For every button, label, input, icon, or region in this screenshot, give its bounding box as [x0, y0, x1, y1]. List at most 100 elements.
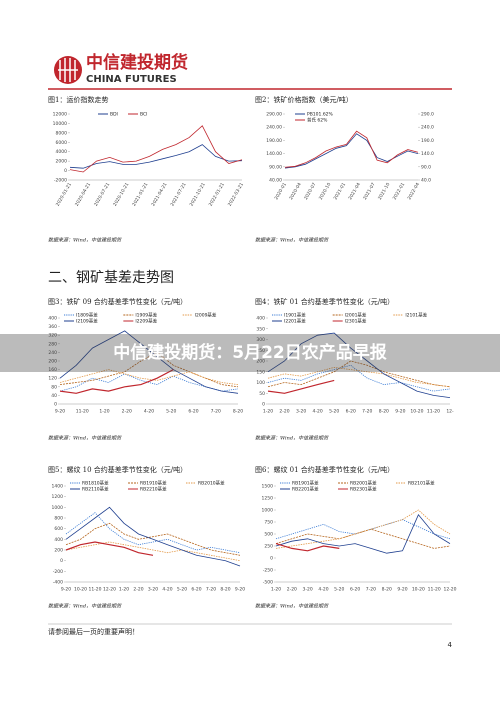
- legend-label: I2109基差: [76, 318, 98, 325]
- x-tick-label: 3-20: [296, 409, 306, 415]
- y-tick-label: 120: [48, 376, 57, 382]
- y-tick-label: 300: [256, 337, 265, 343]
- legend-label: I1809基差: [76, 312, 98, 319]
- x-tick-label: 1-20: [119, 587, 129, 593]
- y-tick-label: 400: [54, 537, 63, 543]
- x-tick-label: 10-20: [410, 409, 423, 415]
- x-tick-label: 1-20: [263, 409, 273, 415]
- series-line: [69, 144, 243, 169]
- y-tick-label: 0: [270, 556, 273, 562]
- series-line: [267, 332, 451, 398]
- x-tick-label: 5-20: [177, 587, 187, 593]
- legend-label: RB2210基差: [140, 486, 167, 493]
- x-tick-label: 9-20: [61, 587, 71, 593]
- y-tick-label: 290.0: [421, 112, 434, 118]
- y-tick-label: 40: [51, 393, 57, 399]
- x-tick-label: 2-20: [279, 409, 289, 415]
- y-tick-label: 100: [256, 380, 265, 386]
- y-tick-label: -400: [53, 580, 63, 586]
- y-tick-label: 500: [264, 532, 273, 538]
- y-tick-label: 1250: [262, 496, 274, 502]
- y-tick-label: 200: [48, 359, 57, 365]
- x-tick-label: 11-20: [76, 409, 89, 415]
- series-line: [65, 506, 241, 567]
- series-line: [284, 133, 419, 169]
- section-heading: 二、钢矿基差走势图: [48, 269, 174, 286]
- legend-label: RB2110基差: [82, 486, 109, 493]
- x-tick-label: 11-20: [428, 587, 441, 593]
- y-tick-label: 90.00: [269, 164, 282, 170]
- y-tick-label: 400: [48, 316, 57, 322]
- y-tick-label: -2000: [54, 178, 67, 184]
- x-tick-label: 6-20: [346, 409, 356, 415]
- series-line: [65, 522, 241, 556]
- x-tick-label: 12-: [446, 409, 454, 415]
- logo: [54, 56, 82, 84]
- legend-label: RB2301基差: [350, 486, 377, 493]
- x-tick-label: 10-20: [412, 587, 425, 593]
- series-line: [65, 541, 154, 556]
- footer-notice: 请参阅最后一页的重要声明！: [48, 627, 139, 636]
- y-tick-label: 0: [54, 402, 57, 408]
- y-tick-label: 140.00: [266, 151, 282, 157]
- y-tick-label: 80: [51, 384, 57, 390]
- legend-label: I1909基差: [135, 312, 157, 319]
- y-tick-label: 1000: [262, 508, 274, 514]
- figure-title: 图2：铁矿价格指数（美元/吨）: [255, 95, 353, 104]
- y-tick-label: 10000: [53, 121, 67, 127]
- y-tick-label: 350: [256, 326, 265, 332]
- x-tick-label: 9-20: [235, 587, 245, 593]
- y-tick-label: 200: [54, 548, 63, 554]
- series-line: [267, 366, 451, 388]
- series-line: [59, 369, 174, 394]
- y-tick-label: 150: [256, 369, 265, 375]
- overlay-title: 中信建投期货：5月22日农产品早报: [113, 342, 387, 363]
- company-name-en: CHINA FUTURES: [86, 74, 177, 85]
- series-line: [275, 528, 451, 549]
- legend-label: RB2001基差: [350, 480, 377, 487]
- x-tick-label: 7-20: [211, 409, 221, 415]
- y-tick-label: 190.0: [421, 138, 434, 144]
- series-line: [59, 369, 239, 385]
- series-line: [65, 512, 241, 554]
- x-tick-label: 12-20: [103, 587, 116, 593]
- x-tick-label: 8-20: [233, 409, 243, 415]
- legend-label: I2101基差: [405, 312, 427, 319]
- legend-label: RB1910基差: [140, 480, 167, 487]
- legend-label: RB1901基差: [292, 480, 319, 487]
- x-tick-label: 3-20: [148, 587, 158, 593]
- y-tick-label: 1200: [52, 494, 64, 500]
- x-tick-label: 8-20: [382, 587, 392, 593]
- figure-title: 图1：运价指数走势: [48, 95, 108, 104]
- y-tick-label: 40.00: [269, 178, 282, 184]
- x-tick-label: 4-20: [144, 409, 154, 415]
- figure-title: 图4：铁矿 01 合约基差季节性变化（元/吨）: [255, 297, 394, 306]
- series-line: [284, 130, 419, 168]
- y-tick-label: 250: [256, 348, 265, 354]
- x-tick-label: 1-20: [271, 587, 281, 593]
- x-tick-label: 7-20: [206, 587, 216, 593]
- x-tick-label: 6-20: [188, 409, 198, 415]
- y-tick-label: 6000: [56, 140, 68, 146]
- x-tick-label: 10-20: [74, 587, 87, 593]
- y-tick-label: 140.0: [421, 151, 434, 157]
- series-line: [267, 364, 451, 392]
- x-tick-label: 4-20: [318, 587, 328, 593]
- company-name: 中信建投期货: [86, 52, 188, 73]
- y-tick-label: 320: [48, 333, 57, 339]
- y-tick-label: 800: [54, 516, 63, 522]
- y-tick-label: 1400: [52, 484, 64, 490]
- legend-label: I2209基差: [135, 318, 157, 325]
- x-tick-label: 7-20: [362, 409, 372, 415]
- x-tick-label: 3-20: [303, 587, 313, 593]
- legend-label: RB2101基差: [408, 480, 435, 487]
- y-tick-label: 360: [48, 324, 57, 330]
- y-tick-label: 0: [64, 168, 67, 174]
- legend-label: RB2201基差: [292, 486, 319, 493]
- series-line: [275, 543, 340, 552]
- legend-label: 普氏 62%: [307, 117, 328, 124]
- series-line: [69, 125, 243, 173]
- x-tick-label: 8-20: [379, 409, 389, 415]
- figure-source: 数据来源：Wind，中信建投期货: [255, 237, 329, 244]
